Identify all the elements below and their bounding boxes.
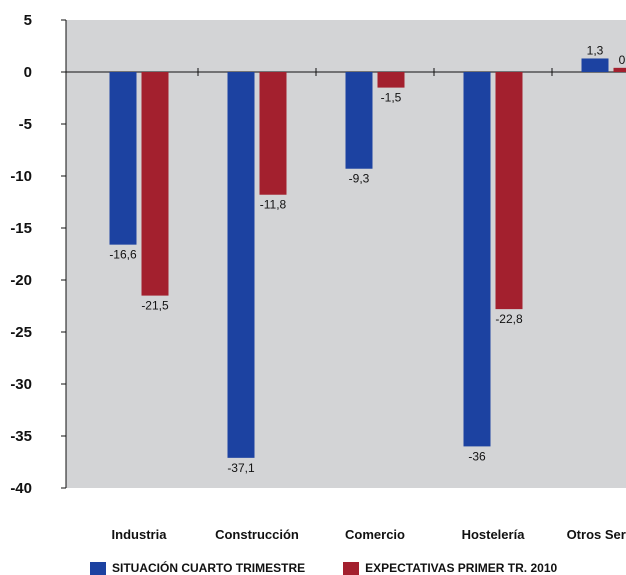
data-label: -9,3 (349, 172, 370, 186)
bar-situacion-2 (345, 72, 373, 169)
legend-swatch-situacion (90, 561, 106, 575)
legend: SITUACIÓN CUARTO TRIMESTRE EXPECTATIVAS … (90, 561, 595, 575)
bar-expectativas-2 (377, 72, 405, 88)
y-tick-label: -5 (19, 116, 32, 133)
category-label: Hostelería (462, 527, 526, 542)
legend-item-situacion: SITUACIÓN CUARTO TRIMESTRE (90, 561, 305, 575)
bar-situacion-0 (109, 72, 137, 245)
data-label: 0,4 (619, 53, 626, 67)
bars (109, 58, 626, 458)
data-label: -11,8 (260, 198, 287, 212)
data-labels: -16,6 -37,1 -9,3 -36 1,3 -21,5 -11,8 -1,5 -22,8 0… (109, 43, 626, 474)
legend-label-situacion: SITUACIÓN CUARTO TRIMESTRE (112, 561, 306, 575)
y-ticks: 5 0 -5 -10 -15 -20 -25 -30 -35 -40 (10, 12, 66, 497)
y-tick-label: -35 (10, 428, 32, 445)
y-tick-label: -40 (10, 480, 32, 497)
bar-expectativas-1 (259, 72, 287, 195)
y-tick-label: -15 (10, 220, 32, 237)
y-tick-label: 0 (24, 64, 32, 81)
data-label: 1,3 (587, 43, 604, 57)
bar-situacion-1 (227, 72, 255, 458)
category-label: Otros Servicio (567, 527, 626, 542)
data-label: -36 (468, 449, 486, 463)
category-labels: Industria Construcción Comercio Hostelería O… (112, 527, 626, 542)
category-label: Industria (112, 527, 168, 542)
x-ticks (197, 68, 553, 76)
y-tick-label: 5 (24, 12, 32, 29)
bar-expectativas-0 (141, 72, 169, 296)
bar-expectativas-3 (495, 72, 523, 310)
legend-label-expectativas: EXPECTATIVAS PRIMER TR. 2010 (365, 561, 558, 575)
data-label: -1,5 (381, 91, 402, 105)
category-label: Comercio (345, 527, 405, 542)
bar-situacion-3 (463, 72, 491, 447)
y-tick-label: -20 (10, 272, 32, 289)
data-label: -37,1 (227, 461, 255, 475)
data-label: -16,6 (109, 248, 137, 262)
y-tick-label: -25 (10, 324, 32, 341)
data-label: -21,5 (141, 299, 169, 313)
y-tick-label: -30 (10, 376, 32, 393)
legend-item-expectativas: EXPECTATIVAS PRIMER TR. 2010 (343, 561, 557, 575)
legend-swatch-expectativas (343, 561, 360, 575)
bar-situacion-4 (581, 58, 609, 72)
category-label: Construcción (215, 527, 299, 542)
bar-expectativas-4 (613, 67, 626, 72)
y-tick-label: -10 (10, 168, 32, 185)
data-label: -22,8 (495, 312, 523, 326)
